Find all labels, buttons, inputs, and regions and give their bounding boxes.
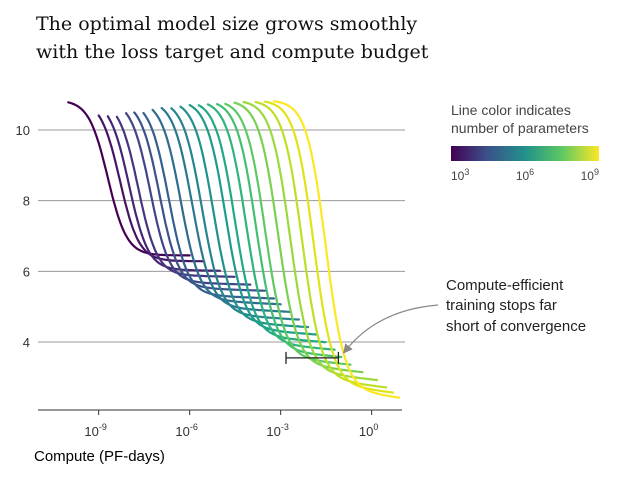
annotation-line1: Compute-efficient: [446, 277, 564, 294]
series-line: [272, 100, 401, 399]
colorbar: [451, 146, 599, 161]
annotation-line3: short of convergence: [446, 318, 586, 335]
chart-title-line1: The optimal model size grows smoothly: [36, 13, 418, 35]
colorbar-ticks: 103 106 109: [451, 167, 599, 183]
annotation: Compute-efficient training stops far sho…: [342, 277, 586, 354]
series-line: [197, 104, 327, 344]
series-line: [216, 103, 343, 359]
y-tick-labels: 10 8 6 4: [16, 123, 30, 350]
annotation-line2: training stops far: [446, 297, 557, 314]
y-tick-label: 6: [23, 264, 30, 279]
legend: Line color indicates number of parameter…: [451, 102, 599, 183]
annotation-arrow: [342, 304, 439, 354]
x-tick-label: 10-9: [84, 422, 106, 439]
frontier-bracket: [285, 351, 340, 364]
x-tick-label: 10-3: [266, 422, 288, 439]
series-line: [142, 111, 275, 300]
legend-title-line2: number of parameters: [451, 120, 589, 136]
series-line: [115, 115, 236, 278]
legend-title-line1: Line color indicates: [451, 102, 571, 118]
series-line: [188, 104, 318, 336]
y-tick-label: 10: [16, 123, 30, 138]
series-line: [170, 107, 300, 321]
x-axis-title: Compute (PF-days): [34, 448, 165, 465]
chart-title-line2: with the loss target and compute budget: [36, 41, 429, 63]
colorbar-tick-label: 109: [581, 167, 599, 183]
x-tick-label: 100: [359, 422, 378, 439]
series-line: [179, 105, 310, 329]
series-line: [263, 100, 394, 394]
x-tick-label: 10-6: [175, 422, 197, 439]
y-tick-label: 8: [23, 194, 30, 209]
series-line: [160, 107, 291, 313]
series-lines: [67, 100, 401, 399]
series-line: [233, 101, 364, 374]
gridlines: [38, 129, 405, 343]
colorbar-tick-label: 106: [516, 167, 534, 183]
series-line: [254, 101, 388, 389]
colorbar-tick-label: 103: [451, 167, 469, 183]
series-line: [151, 108, 282, 306]
chart-title: The optimal model size grows smoothly wi…: [36, 10, 496, 66]
series-line: [206, 103, 336, 351]
series-line: [224, 102, 352, 366]
series-line: [67, 101, 191, 257]
series-line: [133, 111, 266, 292]
x-ticks: 10-9 10-6 10-3 100: [84, 410, 378, 439]
y-tick-label: 4: [23, 335, 30, 350]
